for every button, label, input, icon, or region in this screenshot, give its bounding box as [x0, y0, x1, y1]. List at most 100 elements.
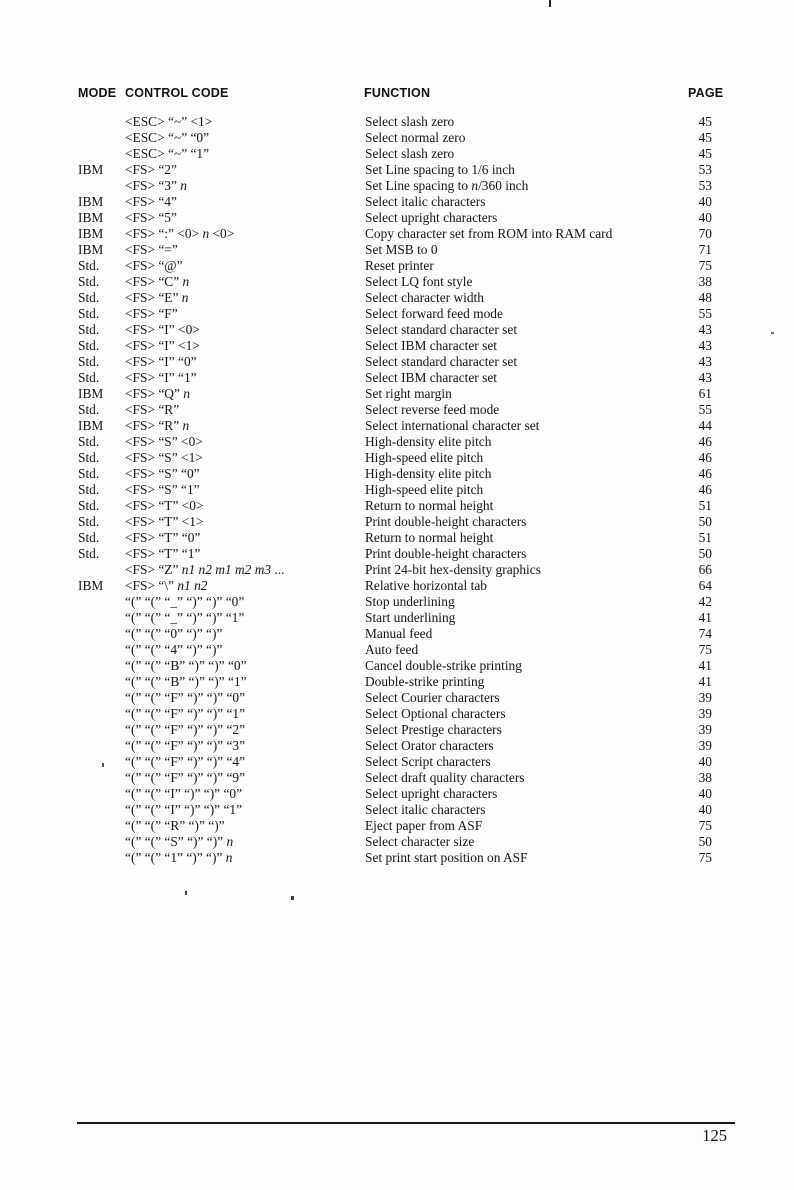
- table-row: “(” “(” “B” “)” “)” “0” Cancel double-str…: [0, 658, 794, 674]
- table-row: Std. <FS> “I” <1> Select IBM character set…: [0, 338, 794, 354]
- cell-function: Select reverse feed mode: [365, 402, 500, 417]
- cell-code: “(” “(” “F” “)” “)” “3”: [125, 738, 246, 753]
- cell-page: 51: [698, 530, 712, 545]
- cell-page: 46: [698, 434, 712, 449]
- cell-mode: Std.: [78, 338, 100, 353]
- cell-function: Auto feed: [365, 642, 419, 657]
- cell-page: 70: [698, 226, 712, 241]
- cell-mode: IBM: [78, 418, 104, 433]
- column-header-page: PAGE: [688, 86, 724, 100]
- cell-page: 40: [698, 754, 712, 769]
- cell-page: 50: [698, 546, 712, 561]
- cell-page: 39: [698, 690, 712, 705]
- cell-page: 40: [698, 194, 712, 209]
- cell-mode: Std.: [78, 274, 100, 289]
- cell-function: Set Line spacing to 1/6 inch: [365, 162, 515, 177]
- cell-function: Double-strike printing: [365, 674, 485, 689]
- table-row: Std. <FS> “S” <1> High-speed elite pitch 46: [0, 450, 794, 466]
- cell-code: <FS> “I” <0>: [125, 322, 200, 337]
- cell-mode: Std.: [78, 450, 100, 465]
- cell-code: “(” “(” “_” “)” “)” “1”: [125, 610, 245, 625]
- cell-page: 71: [698, 242, 712, 257]
- cell-page: 75: [698, 258, 712, 273]
- table-row: Std. <FS> “R” Select reverse feed mode 55: [0, 402, 794, 418]
- cell-page: 40: [698, 802, 712, 817]
- cell-code: “(” “(” “B” “)” “)” “0”: [125, 658, 247, 673]
- table-row: IBM <FS> “:” <0> n <0> Copy character set …: [0, 226, 794, 242]
- cell-page: 50: [698, 514, 712, 529]
- cell-code: <FS> “E” n: [125, 290, 189, 305]
- cell-function: Manual feed: [365, 626, 433, 641]
- cell-mode: Std.: [78, 434, 100, 449]
- cell-function: Copy character set from ROM into RAM car…: [365, 226, 613, 241]
- cell-function: Select Script characters: [365, 754, 491, 769]
- cell-function: Select normal zero: [365, 130, 466, 145]
- cell-function: Select upright characters: [365, 210, 498, 225]
- cell-code: “(” “(” “F” “)” “)” “1”: [125, 706, 246, 721]
- cell-function: Select draft quality characters: [365, 770, 525, 785]
- cell-code: “(” “(” “B” “)” “)” “1”: [125, 674, 247, 689]
- cell-code: <FS> “=”: [125, 242, 178, 257]
- cell-page: 40: [698, 786, 712, 801]
- cell-page: 75: [698, 642, 712, 657]
- cell-code: <FS> “3” n: [125, 178, 187, 193]
- cell-function: Select italic characters: [365, 194, 486, 209]
- cell-function: Select Courier characters: [365, 690, 500, 705]
- cell-code: “(” “(” “I” “)” “)” “0”: [125, 786, 243, 801]
- table-row: “(” “(” “F” “)” “)” “9” Select draft qual…: [0, 770, 794, 786]
- cell-code: “(” “(” “S” “)” “)” n: [125, 834, 234, 849]
- table-row: Std. <FS> “I” <0> Select standard characte…: [0, 322, 794, 338]
- cell-code: <ESC> “~” “1”: [125, 146, 210, 161]
- cell-function: Select slash zero: [365, 146, 455, 161]
- cell-code: <FS> “2”: [125, 162, 177, 177]
- cell-page: 61: [698, 386, 712, 401]
- table-row: Std. <FS> “F” Select forward feed mode 55: [0, 306, 794, 322]
- cell-mode: IBM: [78, 386, 104, 401]
- cell-code: <FS> “R” n: [125, 418, 190, 433]
- cell-mode: Std.: [78, 370, 100, 385]
- cell-function: Select Orator characters: [365, 738, 494, 753]
- cell-page: 48: [698, 290, 712, 305]
- cell-page: 41: [698, 674, 712, 689]
- table-row: “(” “(” “I” “)” “)” “0” Select upright ch…: [0, 786, 794, 802]
- cell-function: Reset printer: [365, 258, 434, 273]
- cell-function: Select LQ font style: [365, 274, 473, 289]
- cell-code: <ESC> “~” <1>: [125, 114, 213, 129]
- cell-code: <FS> “S” “0”: [125, 466, 200, 481]
- cell-page: 46: [698, 482, 712, 497]
- cell-code: <FS> “T” “0”: [125, 530, 201, 545]
- cell-code: “(” “(” “F” “)” “)” “2”: [125, 722, 246, 737]
- cell-function: Return to normal height: [365, 530, 494, 545]
- cell-function: Cancel double-strike printing: [365, 658, 522, 673]
- cell-mode: Std.: [78, 530, 100, 545]
- cell-code: “(” “(” “_” “)” “)” “0”: [125, 594, 245, 609]
- cell-mode: Std.: [78, 322, 100, 337]
- table-row: IBM <FS> “5” Select upright characters 40: [0, 210, 794, 226]
- cell-page: 41: [698, 610, 712, 625]
- page-number: 125: [702, 1126, 727, 1145]
- footer-rule: [77, 1122, 735, 1124]
- scan-artifact-speck: [771, 332, 774, 334]
- cell-page: 42: [698, 594, 712, 609]
- cell-code: <FS> “C” n: [125, 274, 190, 289]
- cell-function: High-density elite pitch: [365, 434, 492, 449]
- cell-mode: Std.: [78, 546, 100, 561]
- cell-mode: Std.: [78, 466, 100, 481]
- cell-page: 46: [698, 450, 712, 465]
- cell-page: 55: [698, 306, 712, 321]
- cell-function: Set MSB to 0: [365, 242, 438, 257]
- table-row: IBM <FS> “4” Select italic characters 40: [0, 194, 794, 210]
- cell-function: Select Optional characters: [365, 706, 506, 721]
- cell-function: Set print start position on ASF: [365, 850, 528, 865]
- table-row: “(” “(” “R” “)” “)” Eject paper from ASF 7…: [0, 818, 794, 834]
- cell-page: 55: [698, 402, 712, 417]
- cell-page: 40: [698, 210, 712, 225]
- cell-page: 45: [698, 130, 712, 145]
- cell-page: 50: [698, 834, 712, 849]
- cell-mode: IBM: [78, 226, 104, 241]
- table-row: IBM <FS> “R” n Select international charac…: [0, 418, 794, 434]
- table-row: “(” “(” “B” “)” “)” “1” Double-strike pri…: [0, 674, 794, 690]
- cell-function: Print double-height characters: [365, 546, 527, 561]
- table-row: Std. <FS> “E” n Select character width 48: [0, 290, 794, 306]
